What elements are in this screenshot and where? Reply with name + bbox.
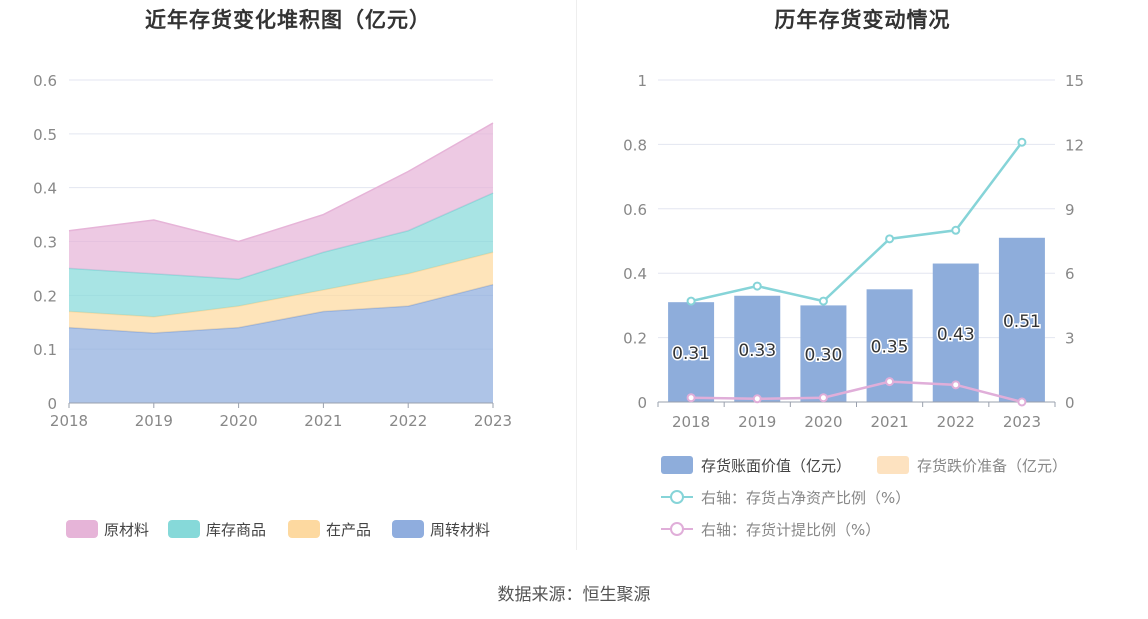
line-point [885,234,895,244]
y2-tick-label: 9 [1065,201,1075,219]
legend-item-raw-materials: 原材料 [66,520,149,539]
y-tick-label: 0 [47,395,57,413]
legend-item-impairment: 存货跌价准备（亿元） [877,456,1067,475]
line-point [951,225,961,235]
y-tick-label: 0.4 [33,180,57,198]
legend-item-turnover-materials: 周转材料 [392,520,490,539]
line-point [686,393,696,403]
bar-line-combo-chart: 0 0.2 0.4 0.6 0.8 1 0 3 6 9 12 15 0.31 0.33 0.30 0.35 0.… [623,72,1084,539]
line-ratio-line [690,141,1023,303]
left-chart-title: 近年存货变化堆积图（亿元） [145,8,431,32]
legend-label: 周转材料 [430,521,490,539]
y2-tick-label: 0 [1065,394,1075,412]
legend-swatch [288,520,320,538]
bar [932,263,979,402]
bar [800,305,847,402]
bar-value-label: 0.51 [1003,312,1041,332]
legend-swatch [168,520,200,538]
inventory-change-chart-panel: 历年存货变动情况 0 0.2 0.4 0.6 0.8 1 0 3 6 9 12 15 0.31 0.33 0… [577,0,1148,560]
legend-item-bar: 存货账面价值（亿元） [661,456,851,475]
line-provision-line [691,380,1023,404]
y-tick-label: 0.5 [33,126,57,144]
line-point [1017,137,1027,147]
area-raw-materials [69,123,493,280]
x-tick-label: 2023 [1003,413,1041,431]
bar [668,302,715,402]
legend-item-provision-line: 右轴：存货计提比例（%） [661,521,880,539]
area-turnover-materials [69,284,493,403]
x-tick-label: 2019 [738,413,776,431]
x-tick-label: 2022 [389,412,427,430]
y2-tick-label: 6 [1065,265,1075,283]
y2-tick-label: 3 [1065,330,1075,348]
line-point [752,281,762,291]
area-edge-raw-materials [68,122,494,243]
y-tick-label: 0.4 [623,265,647,283]
y-tick-label: 0.1 [33,341,57,359]
right-chart-title: 历年存货变动情况 [774,8,951,32]
legend-label: 存货账面价值（亿元） [701,457,851,475]
legend-marker [670,490,684,504]
y-tick-label: 0.2 [623,330,647,348]
legend-swatch [66,520,98,538]
legend-label: 存货跌价准备（亿元） [917,457,1067,475]
y-tick-label: 0 [637,394,647,412]
stacked-area-chart-panel: 近年存货变化堆积图（亿元） 0 0.1 0.2 0.3 0.4 0.5 0.6 2018 201… [0,0,576,560]
legend-item-goods-in-stock: 库存商品 [168,520,266,539]
area-goods-in-stock [69,193,493,317]
line-point [818,393,828,403]
legend-marker [670,522,684,536]
panel-divider [576,0,577,550]
x-tick-label: 2020 [804,413,842,431]
x-tick-label: 2020 [220,412,258,430]
legend-label: 右轴：存货计提比例（%） [701,521,880,539]
x-tick-label: 2018 [672,413,710,431]
bar [734,295,781,402]
bar-value-label: 0.43 [937,325,975,345]
y2-tick-label: 15 [1065,72,1084,90]
y-tick-label: 1 [637,72,647,90]
y2-tick-label: 12 [1065,136,1084,154]
x-tick-label: 2021 [304,412,342,430]
legend-label: 在产品 [326,521,371,539]
x-tick-label: 2018 [50,412,88,430]
bar-value-label: 0.31 [672,344,710,364]
legend-label: 库存商品 [206,521,266,539]
x-tick-label: 2021 [870,413,908,431]
bar-value-label: 0.35 [871,338,909,358]
legend-swatch [877,456,909,474]
line-point [885,377,895,387]
legend-label: 原材料 [104,521,149,539]
line-point [951,380,961,390]
legend-label: 右轴：存货占净资产比例（%） [701,489,910,507]
line-point [1017,397,1027,407]
x-tick-label: 2022 [937,413,975,431]
stacked-area-chart: 0 0.1 0.2 0.3 0.4 0.5 0.6 2018 2019 2020 2021 2022 2… [33,72,512,539]
area-work-in-progress [69,252,493,334]
bar [998,237,1045,402]
x-tick-label: 2019 [135,412,173,430]
line-point [818,296,828,306]
y-tick-label: 0.6 [623,201,647,219]
bar-value-label: 0.33 [738,341,776,361]
legend-item-ratio-line: 右轴：存货占净资产比例（%） [661,489,910,507]
legend-swatch [661,456,693,474]
legend-item-work-in-progress: 在产品 [288,520,371,539]
x-tick-label: 2023 [474,412,512,430]
y-tick-label: 0.6 [33,72,57,90]
legend-swatch [392,520,424,538]
data-source: 数据来源：恒生聚源 [497,585,651,605]
y-tick-label: 0.8 [623,136,647,154]
line-point [686,296,696,306]
bar-value-label: 0.30 [804,346,842,366]
line-point [752,394,762,404]
y-tick-label: 0.3 [33,234,57,252]
y-tick-label: 0.2 [33,287,57,305]
